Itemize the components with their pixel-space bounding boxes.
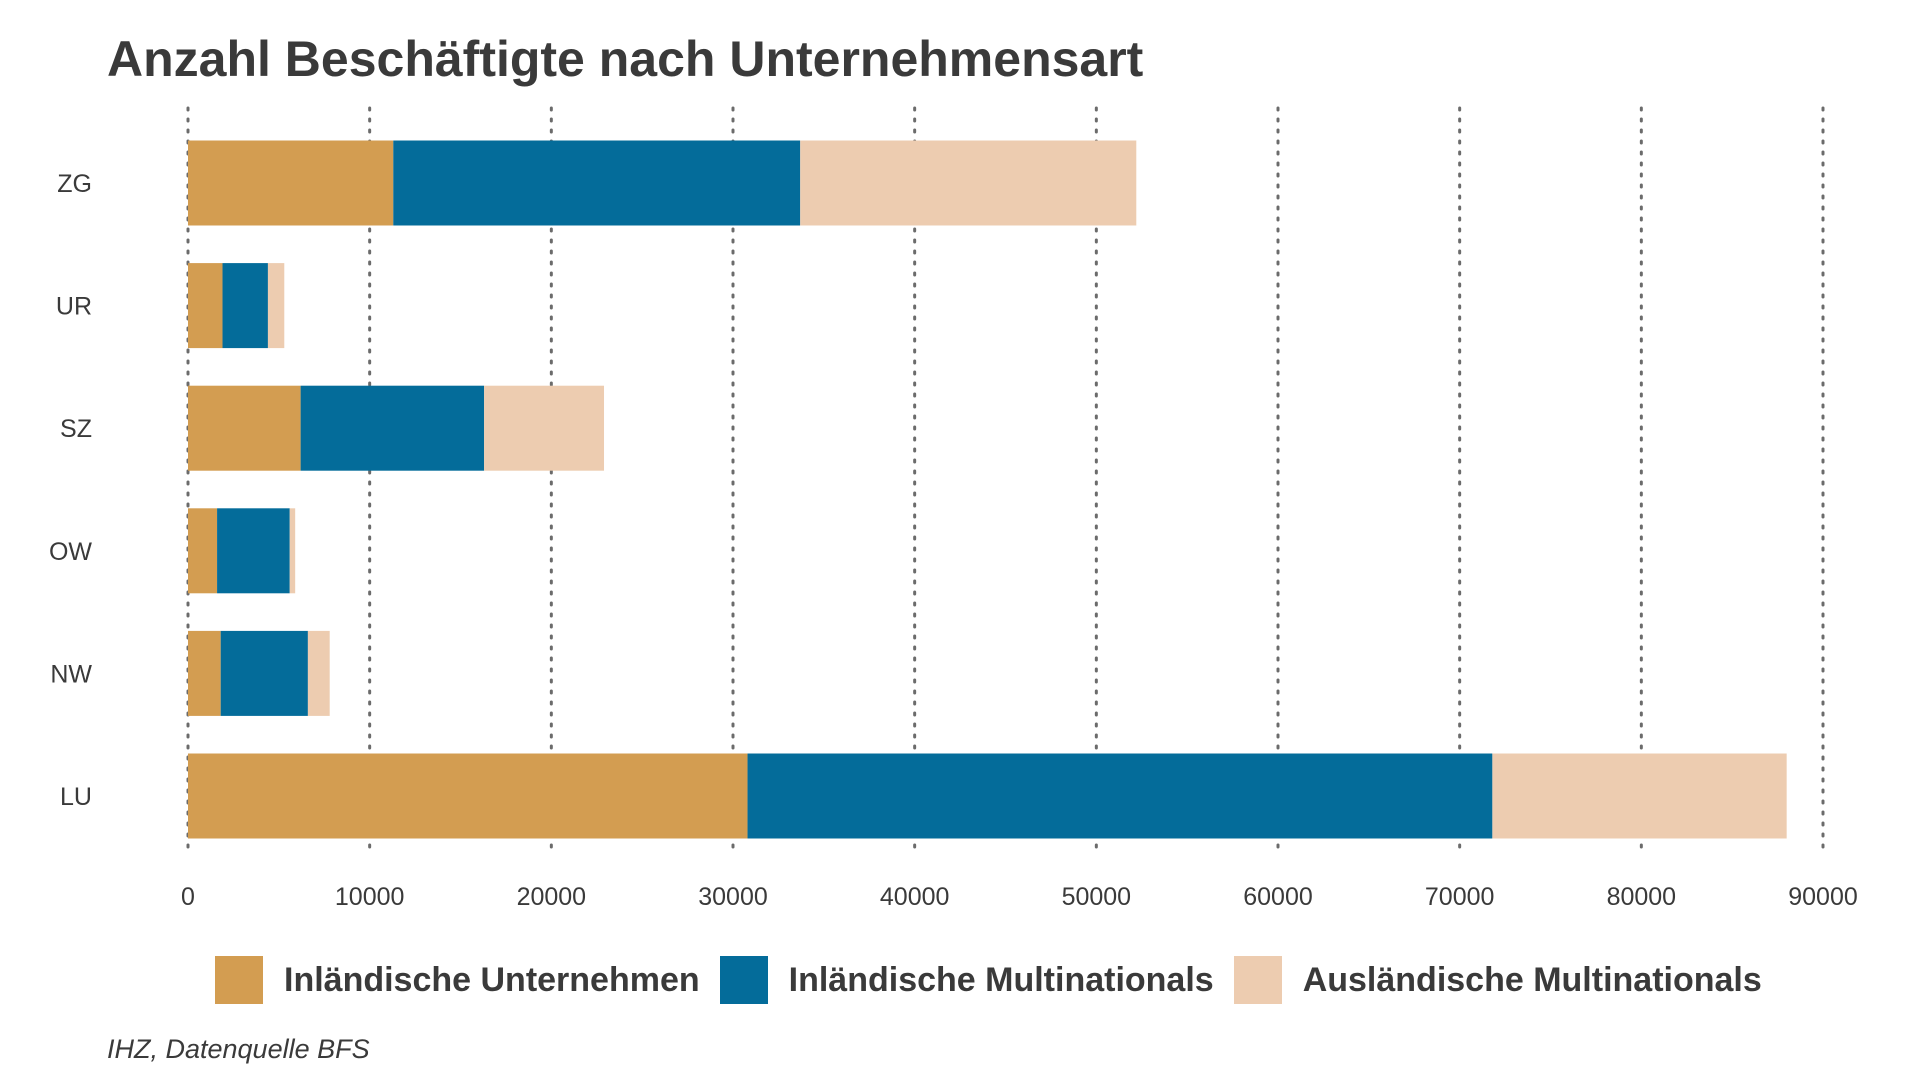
bar-ur-series-1 — [188, 263, 223, 349]
bar-ow-series-2 — [217, 508, 290, 594]
bar-lu-series-3 — [1492, 753, 1787, 839]
bar-ow-series-3 — [289, 508, 296, 594]
x-tick-label-20000: 20000 — [517, 883, 587, 911]
x-tick-label-90000: 90000 — [1788, 883, 1858, 911]
y-tick-label-ow: OW — [49, 538, 92, 566]
bars — [188, 140, 1787, 839]
bar-nw-series-2 — [220, 630, 308, 716]
bar-ow-series-1 — [188, 508, 218, 594]
legend-swatch — [1233, 956, 1282, 1004]
x-tick-label-30000: 30000 — [698, 883, 768, 911]
source-caption: IHZ, Datenquelle BFS — [107, 1034, 370, 1064]
legend: Inländische Unternehmen Inländische Mult… — [215, 955, 1782, 1005]
bar-zg-series-3 — [800, 140, 1137, 226]
x-tick-label-40000: 40000 — [880, 883, 950, 911]
legend-swatch — [719, 956, 768, 1004]
legend-label: Inländische Multinationals — [788, 960, 1214, 999]
bar-zg-series-1 — [188, 140, 394, 226]
bar-sz-series-3 — [484, 385, 605, 471]
x-tick-label-10000: 10000 — [335, 883, 405, 911]
bar-sz-series-1 — [188, 385, 301, 471]
bar-nw-series-3 — [307, 630, 330, 716]
x-tick-label-60000: 60000 — [1243, 883, 1313, 911]
bar-lu-series-2 — [747, 753, 1493, 839]
bar-ur-series-3 — [267, 263, 285, 349]
y-tick-label-sz: SZ — [60, 415, 92, 443]
chart-title: Anzahl Beschäftigte nach Unternehmensart — [107, 31, 1144, 87]
bar-nw-series-1 — [188, 630, 221, 716]
legend-label: Inländische Unternehmen — [284, 960, 700, 999]
y-tick-label-ur: UR — [56, 293, 92, 321]
legend-swatch — [215, 956, 263, 1004]
y-tick-label-zg: ZG — [57, 170, 92, 198]
bar-zg-series-2 — [393, 140, 801, 226]
bar-sz-series-2 — [300, 385, 485, 471]
bar-lu-series-1 — [188, 753, 748, 839]
bar-ur-series-2 — [222, 263, 268, 349]
x-tick-label-50000: 50000 — [1062, 883, 1132, 911]
y-tick-label-nw: NW — [50, 660, 92, 688]
gridlines — [186, 106, 1825, 857]
legend-item-auslaendische-multinationals: Ausländische Multinationals — [1233, 956, 1762, 1004]
y-axis-labels: ZG UR SZ OW NW LU — [49, 170, 92, 811]
legend-item-inlaendische-unternehmen: Inländische Unternehmen — [215, 956, 700, 1004]
legend-item-inlaendische-multinationals: Inländische Multinationals — [719, 956, 1214, 1004]
x-tick-label-0: 0 — [181, 883, 195, 911]
legend-label: Ausländische Multinationals — [1302, 960, 1762, 999]
x-axis-labels: 0 10000 20000 30000 40000 50000 60000 70000 8000… — [181, 883, 1858, 911]
x-tick-label-80000: 80000 — [1607, 883, 1677, 911]
x-tick-label-70000: 70000 — [1425, 883, 1495, 911]
y-tick-label-lu: LU — [60, 783, 92, 811]
